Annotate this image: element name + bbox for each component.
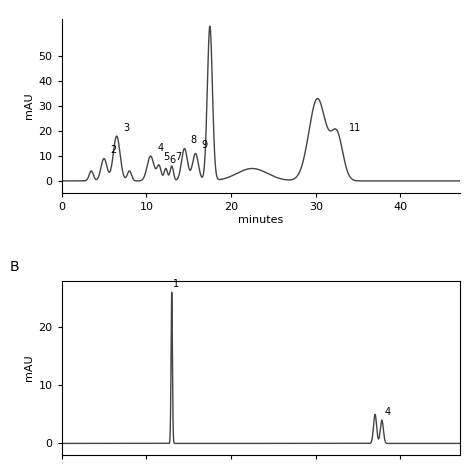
Text: 2: 2 [110,145,116,155]
Text: 9: 9 [201,140,208,150]
Text: 4: 4 [385,407,391,417]
Y-axis label: mAU: mAU [24,355,34,381]
X-axis label: minutes: minutes [238,215,283,225]
Text: 3: 3 [123,123,129,133]
Text: B: B [10,260,19,273]
Text: 7: 7 [175,153,182,163]
Text: 8: 8 [191,135,197,145]
Text: 4: 4 [157,143,164,153]
Text: 1: 1 [173,279,179,289]
Text: 11: 11 [349,123,361,133]
Text: 6: 6 [169,155,175,165]
Y-axis label: mAU: mAU [24,93,34,119]
Text: 5: 5 [163,153,170,163]
